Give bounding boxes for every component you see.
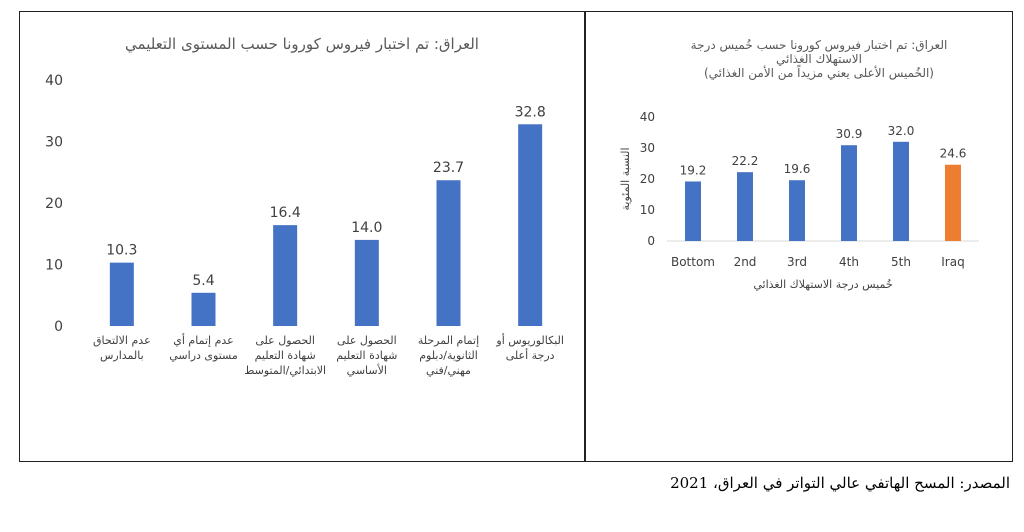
education-bar-chart: العراق: تم اختبار فيروس كورونا حسب المست… [45, 35, 564, 377]
food-consumption-chart-panel: العراق: تم اختبار فيروس كورونا حسب خُميس… [587, 13, 1011, 460]
chart-title-line: (الخُميس الأعلى يعني مزيداً من الأمن الغ… [704, 64, 934, 81]
x-tick-label: Bottom [671, 255, 715, 269]
figure-frame [19, 11, 1013, 462]
y-tick-label: 0 [647, 234, 655, 248]
x-tick-label: Iraq [941, 255, 964, 269]
data-label: 32.8 [515, 104, 546, 120]
bar [685, 181, 701, 241]
x-tick-label: الحصول على [255, 334, 315, 347]
bar [841, 145, 857, 241]
x-tick-label: الأساسي [347, 363, 387, 377]
data-label: 14.0 [351, 220, 382, 236]
x-tick-label: شهادة التعليم [336, 349, 397, 362]
bar [945, 164, 961, 241]
data-label: 23.7 [433, 160, 464, 176]
y-tick-label: 10 [45, 258, 63, 274]
y-tick-label: 40 [45, 73, 63, 89]
y-tick-label: 20 [45, 196, 63, 212]
x-tick-label: 3rd [787, 255, 807, 269]
x-tick-label: 2nd [734, 255, 757, 269]
bar [893, 141, 909, 241]
bar [789, 180, 805, 241]
bar [436, 180, 461, 326]
bar [109, 262, 134, 326]
data-label: 24.6 [940, 147, 967, 161]
data-label: 19.6 [784, 162, 811, 176]
y-axis-title: النسبة المئوية [619, 148, 632, 211]
data-label: 16.4 [270, 205, 301, 221]
x-tick-label: إتمام المرحلة [418, 334, 479, 347]
x-tick-label: الابتدائي/المتوسط [244, 364, 326, 377]
food-consumption-bar-chart: العراق: تم اختبار فيروس كورونا حسب خُميس… [619, 38, 979, 291]
x-tick-label: شهادة التعليم [255, 349, 316, 362]
chart-title: العراق: تم اختبار فيروس كورونا حسب المست… [125, 35, 479, 54]
bar [518, 124, 543, 326]
y-tick-label: 40 [640, 110, 655, 124]
bar [273, 225, 298, 326]
y-tick-label: 20 [640, 172, 655, 186]
y-tick-label: 0 [54, 319, 63, 335]
bar [354, 239, 379, 326]
source-note: المصدر: المسح الهاتفي عالي التواتر في ال… [670, 474, 1010, 492]
x-tick-label: البكالوريوس أو [495, 333, 564, 347]
x-tick-label: عدم إتمام أي [173, 333, 233, 347]
x-tick-label: درجة أعلى [506, 348, 555, 362]
data-label: 5.4 [192, 273, 214, 289]
y-tick-label: 30 [45, 135, 63, 151]
chart-title-line: الاستهلاك الغذائي [776, 52, 862, 66]
bar [191, 292, 216, 326]
x-tick-label: مستوى دراسي [169, 349, 238, 362]
x-tick-label: 4th [839, 255, 859, 269]
bar [737, 172, 753, 241]
x-tick-label: عدم الالتحاق [93, 334, 151, 347]
data-label: 32.0 [888, 124, 915, 138]
x-tick-label: الحصول على [337, 334, 397, 347]
data-label: 19.2 [680, 163, 707, 177]
data-label: 22.2 [732, 154, 759, 168]
x-tick-label: 5th [891, 255, 911, 269]
data-label: 10.3 [106, 243, 137, 259]
y-tick-label: 10 [640, 203, 655, 217]
chart-title-line: العراق: تم اختبار فيروس كورونا حسب خُميس… [691, 38, 948, 53]
x-tick-label: بالمدارس [100, 349, 144, 362]
education-chart-panel: العراق: تم اختبار فيروس كورونا حسب المست… [21, 13, 583, 460]
x-axis-title: خُميس درجة الاستهلاك الغذائي [753, 278, 892, 291]
x-tick-label: مهني/فني [426, 364, 471, 377]
panel-divider [584, 11, 586, 462]
data-label: 30.9 [836, 127, 863, 141]
y-tick-label: 30 [640, 141, 655, 155]
x-tick-label: الثانوية/دبلوم [419, 349, 478, 362]
